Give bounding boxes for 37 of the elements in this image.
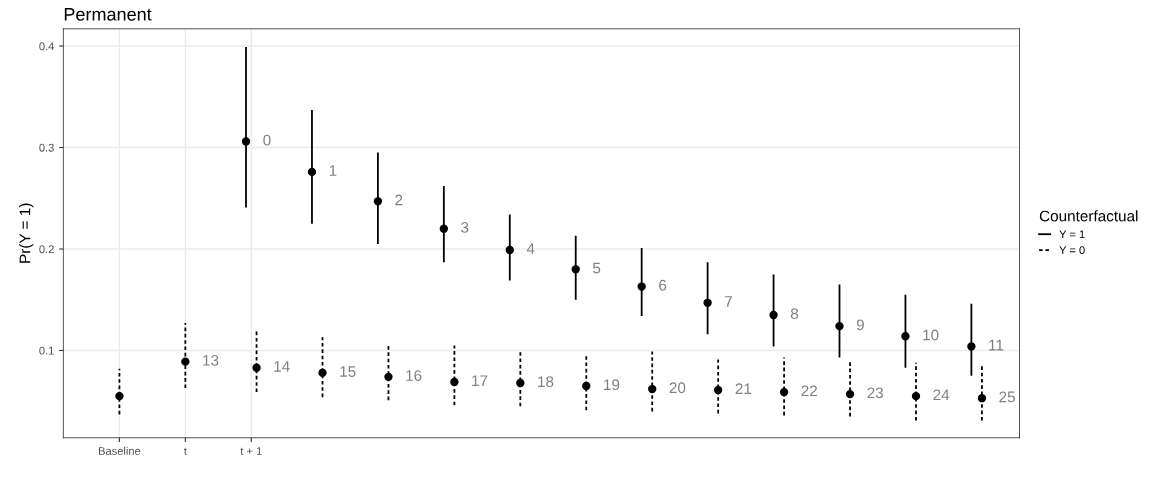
- annotation: 23: [867, 387, 884, 399]
- annotation: 9: [856, 319, 864, 331]
- annotation: 22: [801, 385, 817, 397]
- annotation: 2: [395, 194, 403, 206]
- annotation: 0: [263, 134, 271, 146]
- annotation: 5: [593, 262, 601, 274]
- annotation: 21: [735, 383, 752, 395]
- chart-title: Permanent: [64, 8, 152, 21]
- annotation: 17: [472, 375, 488, 386]
- annotation: 14: [274, 361, 290, 372]
- annotation: 13: [203, 354, 219, 366]
- annotation: 4: [526, 243, 535, 254]
- annotation: 24: [933, 389, 950, 401]
- annotation: 6: [659, 279, 667, 291]
- legend-label: Y = 0: [1059, 246, 1085, 255]
- y-tick-label: 0.1: [39, 346, 54, 355]
- annotation: 11: [989, 339, 1004, 351]
- x-tick-label: t + 1: [240, 447, 262, 455]
- annotation: 7: [725, 296, 733, 307]
- annotation: 16: [406, 370, 422, 381]
- x-tick-label: Baseline: [99, 446, 141, 455]
- y-tick-label: 0.3: [39, 143, 54, 152]
- annotation: 3: [461, 222, 469, 233]
- annotation: 1: [329, 165, 337, 176]
- legend-label: Y = 1: [1059, 230, 1085, 239]
- y-axis-title: Pr(Y = 1): [19, 203, 34, 263]
- annotation: 8: [790, 308, 799, 320]
- x-tick-label: t: [183, 447, 187, 455]
- y-tick-label: 0.2: [39, 245, 54, 254]
- annotation: 18: [538, 376, 554, 388]
- annotation: 19: [604, 379, 620, 391]
- y-tick-label: 0.4: [39, 42, 55, 51]
- annotation: 25: [999, 391, 1015, 403]
- annotation: 10: [923, 329, 939, 341]
- legend-title: Counterfactual: [1039, 210, 1138, 222]
- annotation: 20: [669, 382, 686, 394]
- annotation: 15: [340, 366, 356, 377]
